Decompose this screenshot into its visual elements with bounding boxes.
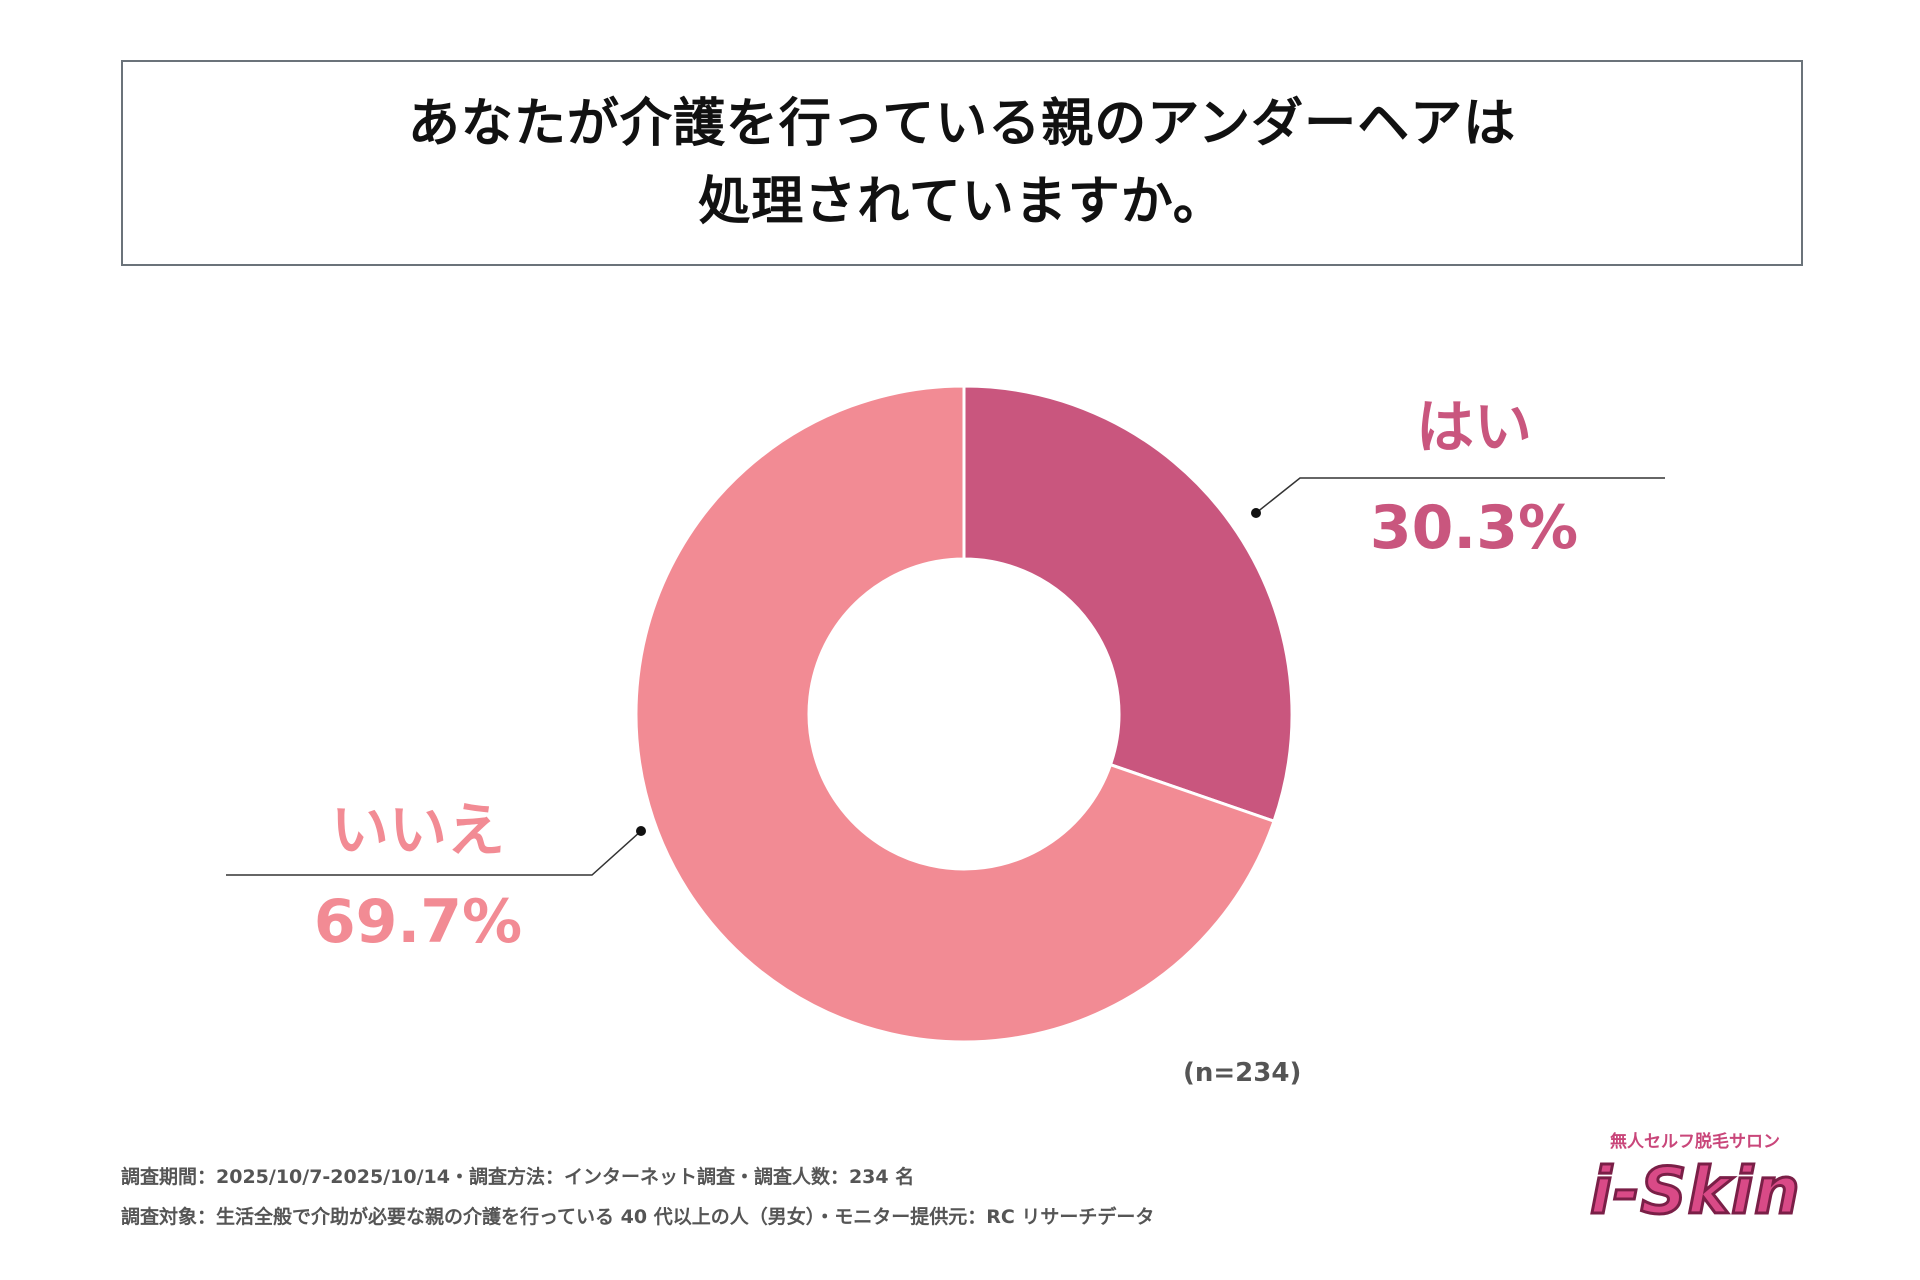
sample-size: (n=234) (1183, 1058, 1302, 1088)
chart-title-line-2: 処理されていますか。 (698, 172, 1226, 232)
leader-dot-1 (1251, 508, 1261, 518)
survey-target-line: 調査対象：生活全般で介助が必要な親の介護を行っている 40 代以上の人（男女）・… (121, 1206, 1155, 1228)
survey-period-line: 調査期間：2025/10/7-2025/10/14・調査方法：インターネット調査… (121, 1166, 915, 1188)
logo-subtitle: 無人セルフ脱毛サロン (1610, 1132, 1780, 1152)
chart-title-line-1: あなたが介護を行っている親のアンダーヘアは (407, 94, 1517, 154)
title-box: あなたが介護を行っている親のアンダーヘアは 処理されていますか。 (121, 60, 1803, 266)
category-label-2: いいえ (331, 796, 505, 864)
percent-label-2: 69.7% (314, 887, 522, 957)
leader-dot-2 (636, 826, 646, 836)
donut-slice-2 (634, 384, 1276, 1044)
logo-wordmark: i-Skin (1589, 1154, 1802, 1231)
brand-logo: 無人セルフ脱毛サロン i-Skin (1560, 1100, 1810, 1231)
leader-line-1 (1255, 477, 1665, 514)
leader-line-2 (226, 830, 642, 876)
percent-label-1: 30.3% (1370, 493, 1578, 563)
donut-slice-1 (962, 384, 1294, 824)
category-label-1: はい (1416, 393, 1532, 461)
